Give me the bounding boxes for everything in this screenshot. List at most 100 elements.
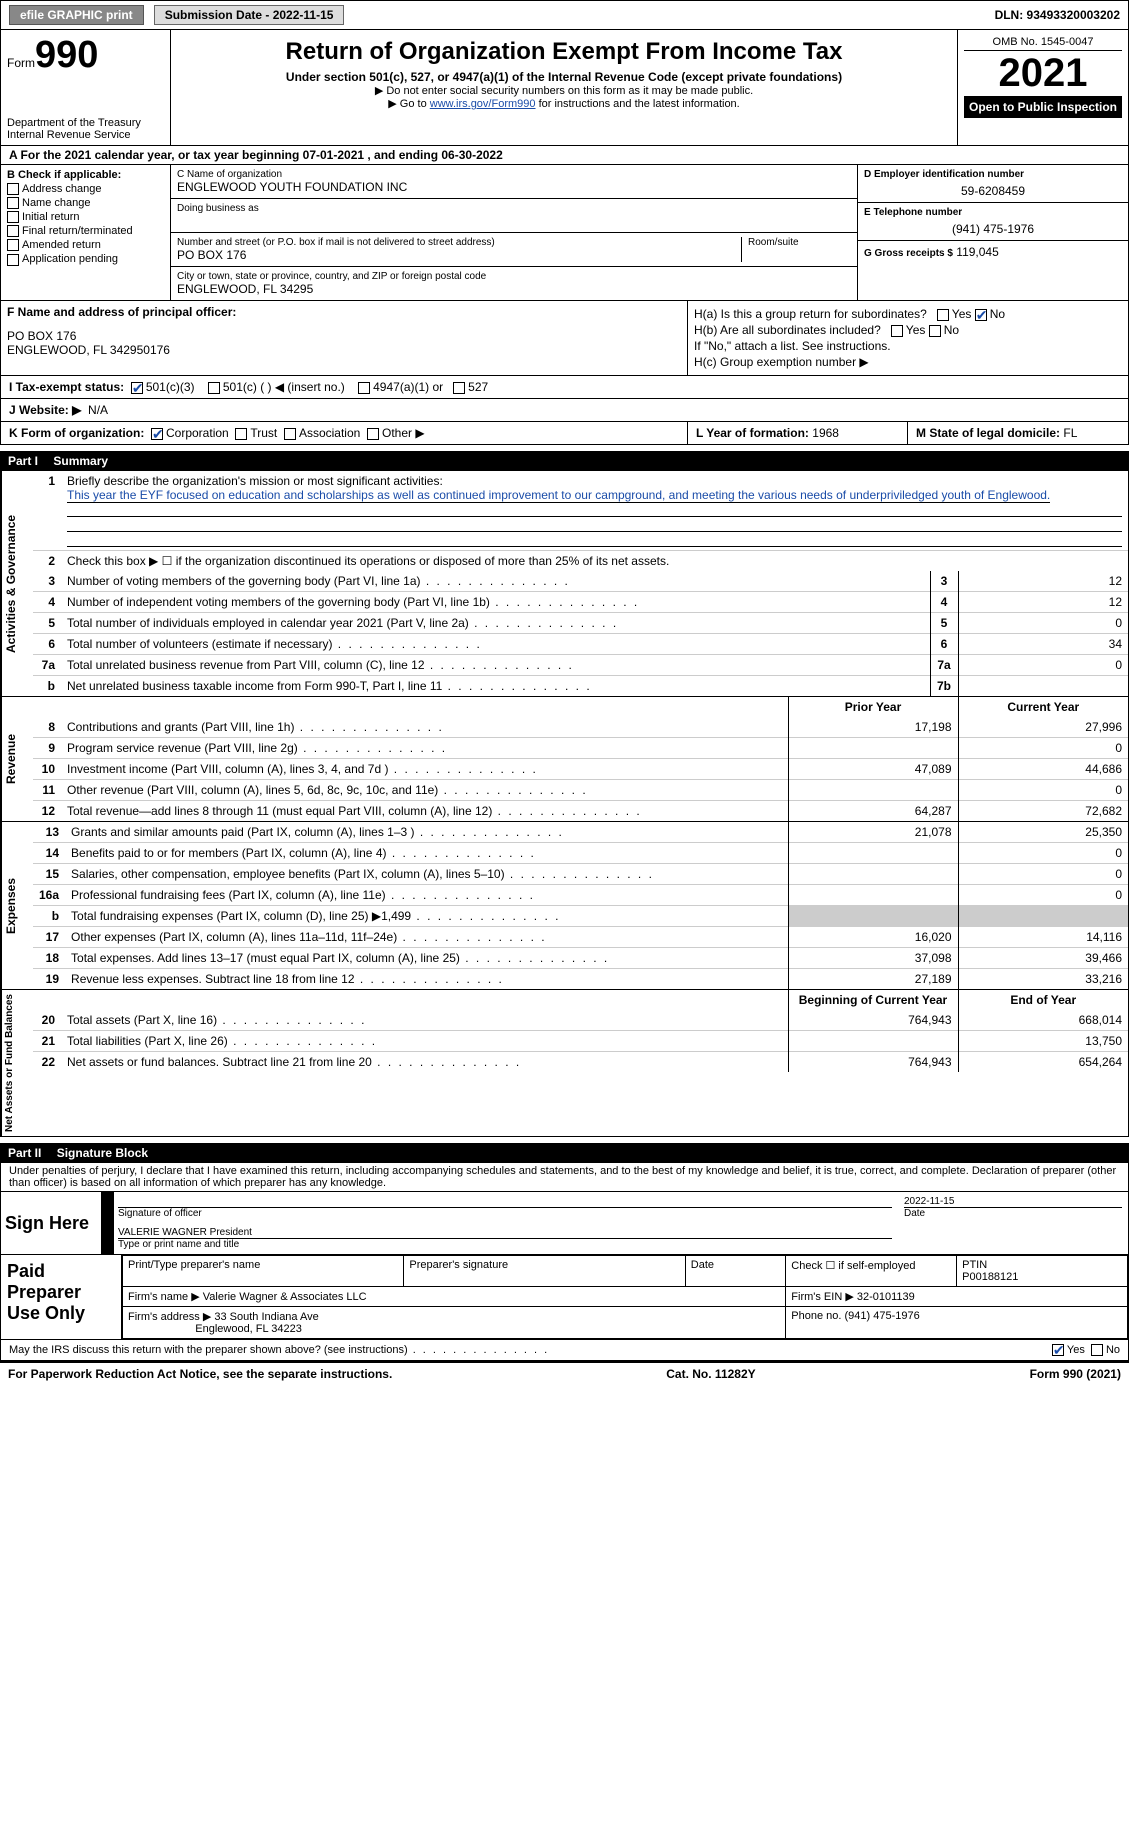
firm-addr1: 33 South Indiana Ave [214,1311,318,1323]
form-number: 990 [35,34,98,76]
cb-final-return[interactable] [7,225,19,237]
mission-text: This year the EYF focused on education a… [67,488,1050,503]
form-word: Form [7,56,35,70]
box-c: C Name of organization ENGLEWOOD YOUTH F… [171,165,858,300]
principal-addr1: PO BOX 176 [7,329,681,343]
l2-text: Check this box ▶ ☐ if the organization d… [61,551,1128,572]
cb-app-pending[interactable] [7,254,19,266]
prep-h4: Check ☐ if self-employed [791,1260,915,1272]
addr-label: Number and street (or P.O. box if mail i… [177,237,741,248]
sig-date-label: Date [904,1207,1122,1219]
row-j-label: J Website: ▶ [9,403,81,417]
box-d-label: D Employer identification number [864,169,1122,180]
box-f-label: F Name and address of principal officer: [7,305,681,319]
omb-number: OMB No. 1545-0047 [964,34,1122,51]
form-note-2a: ▶ Go to [388,98,429,110]
cb-501c[interactable] [208,382,220,394]
cb-corp[interactable] [151,428,163,440]
discuss-text: May the IRS discuss this return with the… [9,1344,549,1356]
sign-here-label: Sign Here [1,1192,101,1254]
cb-trust[interactable] [235,428,247,440]
page-footer: For Paperwork Reduction Act Notice, see … [0,1361,1129,1385]
tax-year: 2021 [964,51,1122,96]
cb-name-change[interactable] [7,197,19,209]
hb-note: If "No," attach a list. See instructions… [694,339,1122,353]
firm-phone: (941) 475-1976 [845,1310,920,1322]
cb-4947[interactable] [358,382,370,394]
firm-addr2: Englewood, FL 34223 [195,1323,302,1335]
cb-address-change[interactable] [7,183,19,195]
box-b-title: B Check if applicable: [7,169,164,181]
firm-label: Firm's name ▶ [128,1291,200,1303]
firm-ein: 32-0101139 [857,1291,915,1303]
ha-no[interactable] [975,309,987,321]
cb-assoc[interactable] [284,428,296,440]
principal-addr2: ENGLEWOOD, FL 342950176 [7,343,681,357]
summary-ag: Activities & Governance 1 Briefly descri… [0,471,1129,697]
cb-other[interactable] [367,428,379,440]
hdr-end-year: End of Year [958,990,1128,1010]
sig-date: 2022-11-15 [904,1196,1122,1207]
prep-h2: Preparer's signature [409,1259,508,1271]
form-subtitle: Under section 501(c), 527, or 4947(a)(1)… [177,70,951,84]
hc-text: H(c) Group exemption number ▶ [694,355,1122,369]
state-domicile: FL [1063,426,1077,440]
row-l-label: L Year of formation: [696,426,809,440]
preparer-block: Paid Preparer Use Only Print/Type prepar… [0,1255,1129,1340]
part-ii-title: Signature Block [57,1146,148,1160]
ein: 59-6208459 [864,184,1122,198]
firm-phone-label: Phone no. [791,1310,841,1322]
row-i: I Tax-exempt status: 501(c)(3) 501(c) ( … [0,376,1129,399]
form-title: Return of Organization Exempt From Incom… [177,38,951,66]
dba-label: Doing business as [177,203,851,214]
year-formation: 1968 [812,426,839,440]
ha-yes[interactable] [937,309,949,321]
cb-amended[interactable] [7,239,19,251]
dln-text: DLN: 93493320003202 [995,8,1120,22]
submission-date-button[interactable]: Submission Date - 2022-11-15 [154,5,345,25]
prep-h3: Date [691,1259,714,1271]
box-f: F Name and address of principal officer:… [1,301,688,375]
box-deg: D Employer identification number 59-6208… [858,165,1128,300]
box-e-label: E Telephone number [864,207,1122,218]
fh-block: F Name and address of principal officer:… [0,301,1129,376]
hb-yes[interactable] [891,325,903,337]
cb-501c3[interactable] [131,382,143,394]
hb-no[interactable] [929,325,941,337]
info-block: B Check if applicable: Address change Na… [0,165,1129,301]
preparer-label: Paid Preparer Use Only [1,1255,121,1339]
l1-label: Briefly describe the organization's miss… [67,474,443,488]
sign-here-block: Sign Here Signature of officer 2022-11-1… [0,1192,1129,1255]
ha-text: H(a) Is this a group return for subordin… [694,307,927,321]
hb-text: H(b) Are all subordinates included? [694,323,881,337]
open-public: Open to Public Inspection [964,96,1122,118]
part-i-header: Part I Summary [0,451,1129,471]
side-revenue: Revenue [1,697,33,821]
discuss-no[interactable] [1091,1344,1103,1356]
form-header: Form990 Department of the Treasury Inter… [0,30,1129,146]
declaration-text: Under penalties of perjury, I declare th… [0,1163,1129,1192]
website: N/A [88,403,108,417]
addr: PO BOX 176 [177,248,741,262]
room-label: Room/suite [748,237,851,248]
gross-receipts: 119,045 [956,245,999,259]
sig-name-label: Type or print name and title [118,1238,892,1250]
sig-officer-label: Signature of officer [118,1207,892,1219]
top-bar: efile GRAPHIC print Submission Date - 20… [0,0,1129,30]
prep-h1: Print/Type preparer's name [128,1259,260,1271]
discuss-row: May the IRS discuss this return with the… [0,1340,1129,1361]
summary-rev: Revenue Prior YearCurrent Year 8Contribu… [0,697,1129,822]
ptin: P00188121 [962,1271,1018,1283]
cb-initial-return[interactable] [7,211,19,223]
irs-link[interactable]: www.irs.gov/Form990 [430,98,536,110]
summary-net: Net Assets or Fund Balances Beginning of… [0,990,1129,1137]
cb-527[interactable] [453,382,465,394]
row-klm: K Form of organization: Corporation Trus… [0,422,1129,445]
discuss-yes[interactable] [1052,1344,1064,1356]
form-note-2b: for instructions and the latest informat… [536,98,740,110]
row-a: A For the 2021 calendar year, or tax yea… [0,146,1129,165]
part-i-title: Summary [53,454,108,468]
efile-button[interactable]: efile GRAPHIC print [9,5,144,25]
summary-exp: Expenses 13Grants and similar amounts pa… [0,822,1129,990]
part-ii-num: Part II [8,1146,53,1160]
